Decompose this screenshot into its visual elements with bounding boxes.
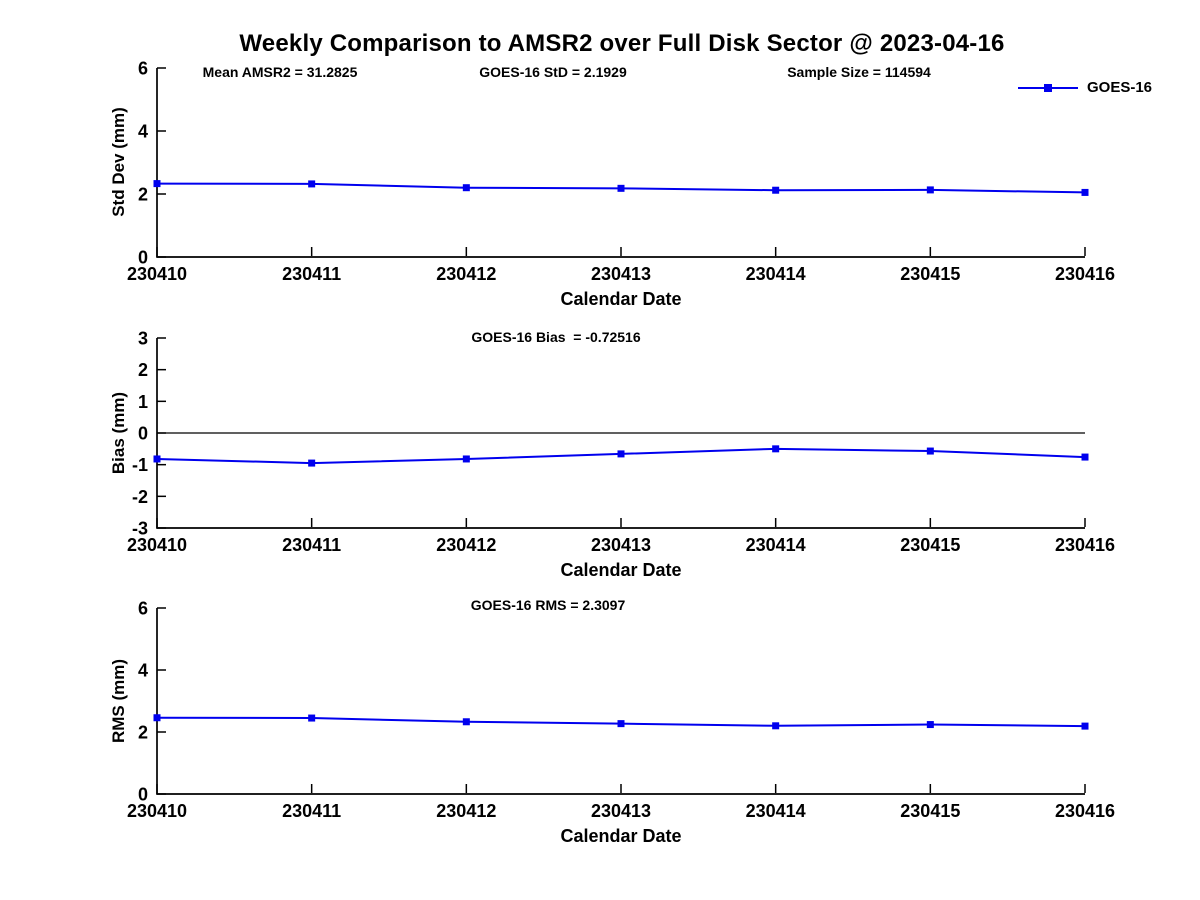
x-tick-label: 230411 [282,264,341,284]
data-point [308,180,316,188]
data-point [772,186,780,194]
x-tick-label: 230416 [1055,535,1115,555]
x-tick-label: 230415 [900,801,960,821]
data-point [617,450,625,458]
x-tick-label: 230416 [1055,801,1115,821]
x-tick-label: 230413 [591,801,651,821]
y-tick-label: 4 [138,122,148,142]
x-tick-label: 230413 [591,264,651,284]
y-tick-label: 6 [138,599,148,619]
data-point [926,721,934,729]
rms-annotation: GOES-16 RMS = 2.3097 [470,597,626,613]
data-point [462,455,470,463]
data-point [153,714,161,722]
y-tick-label: 0 [138,785,148,805]
data-point [462,184,470,192]
data-point [926,447,934,455]
legend: GOES-16 [1018,80,1152,96]
data-point [617,184,625,192]
x-tick-label: 230414 [746,535,806,555]
legend-line-sample [1018,84,1078,92]
data-point [926,186,934,194]
x-tick-label: 230412 [436,801,496,821]
legend-square-marker-icon [1044,84,1052,92]
x-tick-label: 230414 [746,801,806,821]
data-point [153,455,161,463]
stat-mean-amsr2: Mean AMSR2 = 31.2825 [202,64,358,80]
y-tick-label: 2 [138,723,148,743]
data-point [617,720,625,728]
rms-y-axis-label: RMS (mm) [109,658,128,744]
data-point [462,718,470,726]
x-tick-label: 230414 [746,264,806,284]
stddev-x-axis-label: Calendar Date [560,289,682,309]
data-point [153,180,161,188]
x-tick-label: 230412 [436,264,496,284]
x-tick-label: 230410 [127,535,187,555]
data-point [1081,453,1089,461]
y-tick-label: 4 [138,661,148,681]
rms-x-axis-label: Calendar Date [560,826,682,846]
bias-y-axis-label: Bias (mm) [109,391,128,475]
y-tick-label: 6 [138,59,148,79]
x-tick-label: 230413 [591,535,651,555]
stddev-y-axis-label: Std Dev (mm) [109,107,128,217]
x-tick-label: 230410 [127,264,187,284]
y-tick-label: 0 [138,248,148,268]
data-point [308,459,316,467]
stat-sample-size: Sample Size = 114594 [787,64,931,80]
bias-annotation: GOES-16 Bias = -0.72516 [471,329,641,345]
y-tick-label: -3 [132,519,148,539]
y-tick-label: 3 [138,329,148,349]
legend-label: GOES-16 [1087,79,1153,96]
x-tick-label: 230415 [900,264,960,284]
y-tick-label: 1 [138,392,148,412]
data-point [772,445,780,453]
y-tick-label: 0 [138,424,148,444]
x-tick-label: 230412 [436,535,496,555]
y-tick-label: 2 [138,360,148,380]
stat-goes16-std: GOES-16 StD = 2.1929 [479,64,627,80]
data-point [1081,722,1089,730]
x-tick-label: 230415 [900,535,960,555]
data-point [308,714,316,722]
data-point [1081,188,1089,196]
y-tick-label: -2 [132,487,148,507]
y-tick-label: 2 [138,185,148,205]
x-tick-label: 230410 [127,801,187,821]
bias-x-axis-label: Calendar Date [560,560,682,580]
data-point [772,722,780,730]
x-tick-label: 230411 [282,801,341,821]
x-tick-label: 230411 [282,535,341,555]
figure-title: Weekly Comparison to AMSR2 over Full Dis… [239,30,1005,57]
x-tick-label: 230416 [1055,264,1115,284]
y-tick-label: -1 [132,455,148,475]
